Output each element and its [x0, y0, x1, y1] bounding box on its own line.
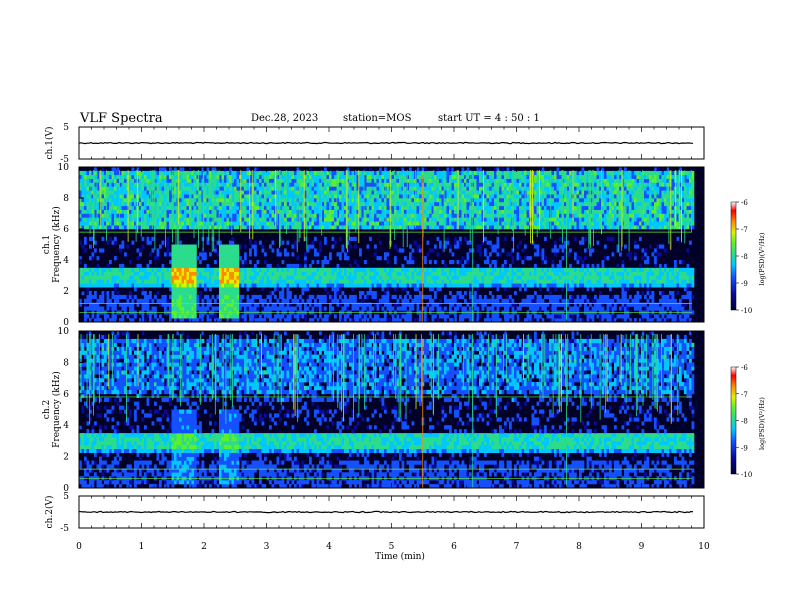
x-tick-label: 8	[576, 542, 582, 552]
y-axis-label: ch.1(V)	[44, 127, 55, 160]
colorbar-tick-label: -7	[741, 391, 748, 399]
y-tick-label: 4	[63, 421, 69, 431]
x-tick-label: 9	[639, 542, 645, 552]
spectrogram-cells	[79, 167, 695, 323]
colorbar-tick-label: -8	[741, 253, 748, 261]
y-tick-label: 6	[63, 225, 69, 235]
y-axis-label: ch.2(V)	[44, 496, 55, 529]
ch2-spectrogram-panel: 0 2 4 6 8 10 ch.2 Frequency (kHz)	[42, 327, 705, 494]
date-label: Dec.28, 2023	[251, 113, 319, 124]
colorbar-scale	[730, 201, 737, 311]
ch1-spectrogram-panel: 0 2 4 6 8 10 ch.1 Frequency (kHz)	[42, 163, 705, 328]
x-tick-label: 1	[139, 542, 145, 552]
y-axis-label: ch.2	[42, 400, 52, 419]
colorbar-tick-label: -6	[741, 364, 748, 372]
y-tick-label: 6	[63, 390, 69, 400]
colorbar-1: -6 -7 -8 -9 -10 log(PSD)(V²/Hz)	[730, 199, 766, 315]
x-axis-label: Time (min)	[375, 551, 425, 562]
y-tick-label: 5	[63, 123, 69, 133]
colorbar-tick-label: -7	[741, 226, 748, 234]
y-axis-label: ch.1	[42, 235, 52, 254]
colorbar-scale	[730, 366, 737, 475]
colorbar-tick-label: -8	[741, 418, 748, 426]
x-tick-label: 2	[201, 542, 207, 552]
y-tick-label: 4	[63, 256, 69, 266]
waveform-trace	[78, 510, 694, 514]
y-tick-label: 2	[63, 453, 69, 463]
colorbar-2: -6 -7 -8 -9 -10 log(PSD)(V²/Hz)	[730, 364, 766, 479]
x-tick-label: 4	[326, 542, 332, 552]
y-tick-label: 10	[58, 163, 70, 173]
x-tick-label: 10	[698, 542, 710, 552]
x-tick-label: 0	[76, 542, 82, 552]
colorbar-tick-label: -9	[741, 280, 748, 288]
y-tick-label: 8	[63, 194, 69, 204]
spectrogram-cells	[79, 331, 695, 489]
x-tick-label: 7	[514, 542, 520, 552]
x-tick-label: 6	[451, 542, 457, 552]
y-tick-label: -5	[60, 155, 69, 165]
colorbar-label: log(PSD)(V²/Hz)	[758, 397, 766, 450]
colorbar-tick-label: -10	[741, 307, 752, 315]
y-tick-label: 5	[63, 492, 69, 502]
chart-title: VLF Spectra	[80, 111, 163, 126]
y-axis-label: Frequency (kHz)	[51, 206, 62, 283]
x-tick-label: 3	[264, 542, 270, 552]
colorbar-tick-label: -9	[741, 444, 748, 452]
station-label: station=MOS	[343, 113, 412, 124]
colorbar-tick-label: -6	[741, 199, 748, 207]
colorbar-tick-label: -10	[741, 471, 752, 479]
y-tick-label: -5	[60, 524, 69, 534]
y-tick-label: 0	[63, 484, 69, 494]
x-tick-label: 5	[389, 542, 395, 552]
waveform-trace	[78, 141, 694, 145]
colorbar-label: log(PSD)(V²/Hz)	[758, 232, 766, 285]
ch1-waveform-panel: 5 -5 ch.1(V)	[44, 123, 705, 165]
y-tick-label: 10	[58, 327, 70, 337]
y-axis-label: Frequency (kHz)	[51, 371, 62, 448]
y-tick-label: 8	[63, 358, 69, 368]
ch2-waveform-panel: 5 -5 ch.2(V)	[44, 492, 705, 534]
start-time-label: start UT = 4 : 50 : 1	[438, 113, 540, 124]
y-tick-label: 0	[63, 318, 69, 328]
y-tick-label: 2	[63, 287, 69, 297]
